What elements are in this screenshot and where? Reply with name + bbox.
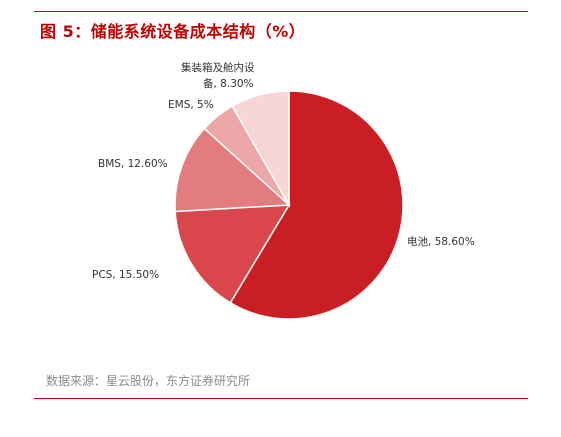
slice-label-ems: EMS, 5% xyxy=(168,99,214,111)
slice-container xyxy=(231,90,290,208)
slice-label-container-line2: 备, 8.30% xyxy=(203,77,254,90)
slice-label-battery: 电池, 58.60% xyxy=(407,235,475,248)
slice-label-pcs: PCS, 15.50% xyxy=(92,269,159,281)
slice-pcs xyxy=(174,204,291,304)
top-rule xyxy=(34,11,528,12)
slice-bms xyxy=(174,127,291,213)
slice-label-container-line1: 集装箱及舱内设 xyxy=(181,61,255,74)
source-note: 数据来源：星云股份，东方证券研究所 xyxy=(46,374,251,388)
pie-slices xyxy=(174,90,404,320)
slice-label-bms: BMS, 12.60% xyxy=(98,158,168,170)
figure-title: 图 5：储能系统设备成本结构（%） xyxy=(40,22,306,41)
slice-battery xyxy=(229,90,404,320)
bottom-rule xyxy=(34,398,528,399)
